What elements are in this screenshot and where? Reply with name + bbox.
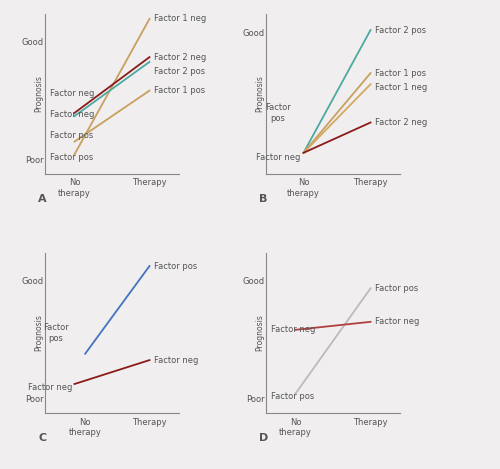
Text: Factor pos: Factor pos: [154, 262, 197, 271]
Text: Factor 1 pos: Factor 1 pos: [154, 86, 204, 95]
Text: Factor 1 neg: Factor 1 neg: [374, 83, 427, 92]
Text: Poor: Poor: [25, 156, 44, 165]
Text: Factor 1 neg: Factor 1 neg: [154, 15, 206, 23]
Text: Good: Good: [22, 38, 44, 47]
Text: Poor: Poor: [246, 395, 264, 404]
Text: Factor 1 pos: Factor 1 pos: [374, 68, 426, 77]
Y-axis label: Prognosis: Prognosis: [34, 76, 43, 112]
Text: Factor 2 pos: Factor 2 pos: [154, 67, 204, 76]
Text: Therapy: Therapy: [353, 417, 388, 426]
Text: Therapy: Therapy: [132, 417, 167, 426]
Text: Factor pos: Factor pos: [374, 284, 418, 293]
Text: A: A: [38, 194, 47, 204]
Y-axis label: Prognosis: Prognosis: [256, 76, 264, 112]
Text: Factor
pos: Factor pos: [265, 103, 291, 122]
Text: No
therapy: No therapy: [69, 417, 102, 437]
Y-axis label: Prognosis: Prognosis: [34, 315, 43, 351]
Text: Factor pos: Factor pos: [50, 131, 94, 140]
Y-axis label: Prognosis: Prognosis: [256, 315, 264, 351]
Text: Factor neg: Factor neg: [256, 153, 300, 162]
Text: Factor 2 neg: Factor 2 neg: [154, 53, 206, 61]
Text: C: C: [38, 433, 46, 443]
Text: Poor: Poor: [25, 395, 44, 404]
Text: Factor neg: Factor neg: [272, 325, 316, 334]
Text: Factor pos: Factor pos: [272, 392, 314, 401]
Text: Therapy: Therapy: [353, 178, 388, 187]
Text: Good: Good: [242, 278, 264, 287]
Text: No
therapy: No therapy: [287, 178, 320, 198]
Text: Factor neg: Factor neg: [50, 89, 94, 98]
Text: Factor neg: Factor neg: [50, 110, 94, 119]
Text: Factor 2 neg: Factor 2 neg: [374, 118, 427, 127]
Text: Good: Good: [22, 278, 44, 287]
Text: No
therapy: No therapy: [58, 178, 91, 198]
Text: Factor
pos: Factor pos: [43, 323, 68, 343]
Text: Factor neg: Factor neg: [154, 356, 198, 364]
Text: B: B: [260, 194, 268, 204]
Text: Factor 2 pos: Factor 2 pos: [374, 25, 426, 35]
Text: Factor neg: Factor neg: [28, 383, 72, 392]
Text: Therapy: Therapy: [132, 178, 167, 187]
Text: D: D: [260, 433, 268, 443]
Text: Good: Good: [242, 29, 264, 38]
Text: Factor pos: Factor pos: [50, 153, 94, 162]
Text: Factor neg: Factor neg: [374, 318, 419, 326]
Text: No
therapy: No therapy: [279, 417, 312, 437]
